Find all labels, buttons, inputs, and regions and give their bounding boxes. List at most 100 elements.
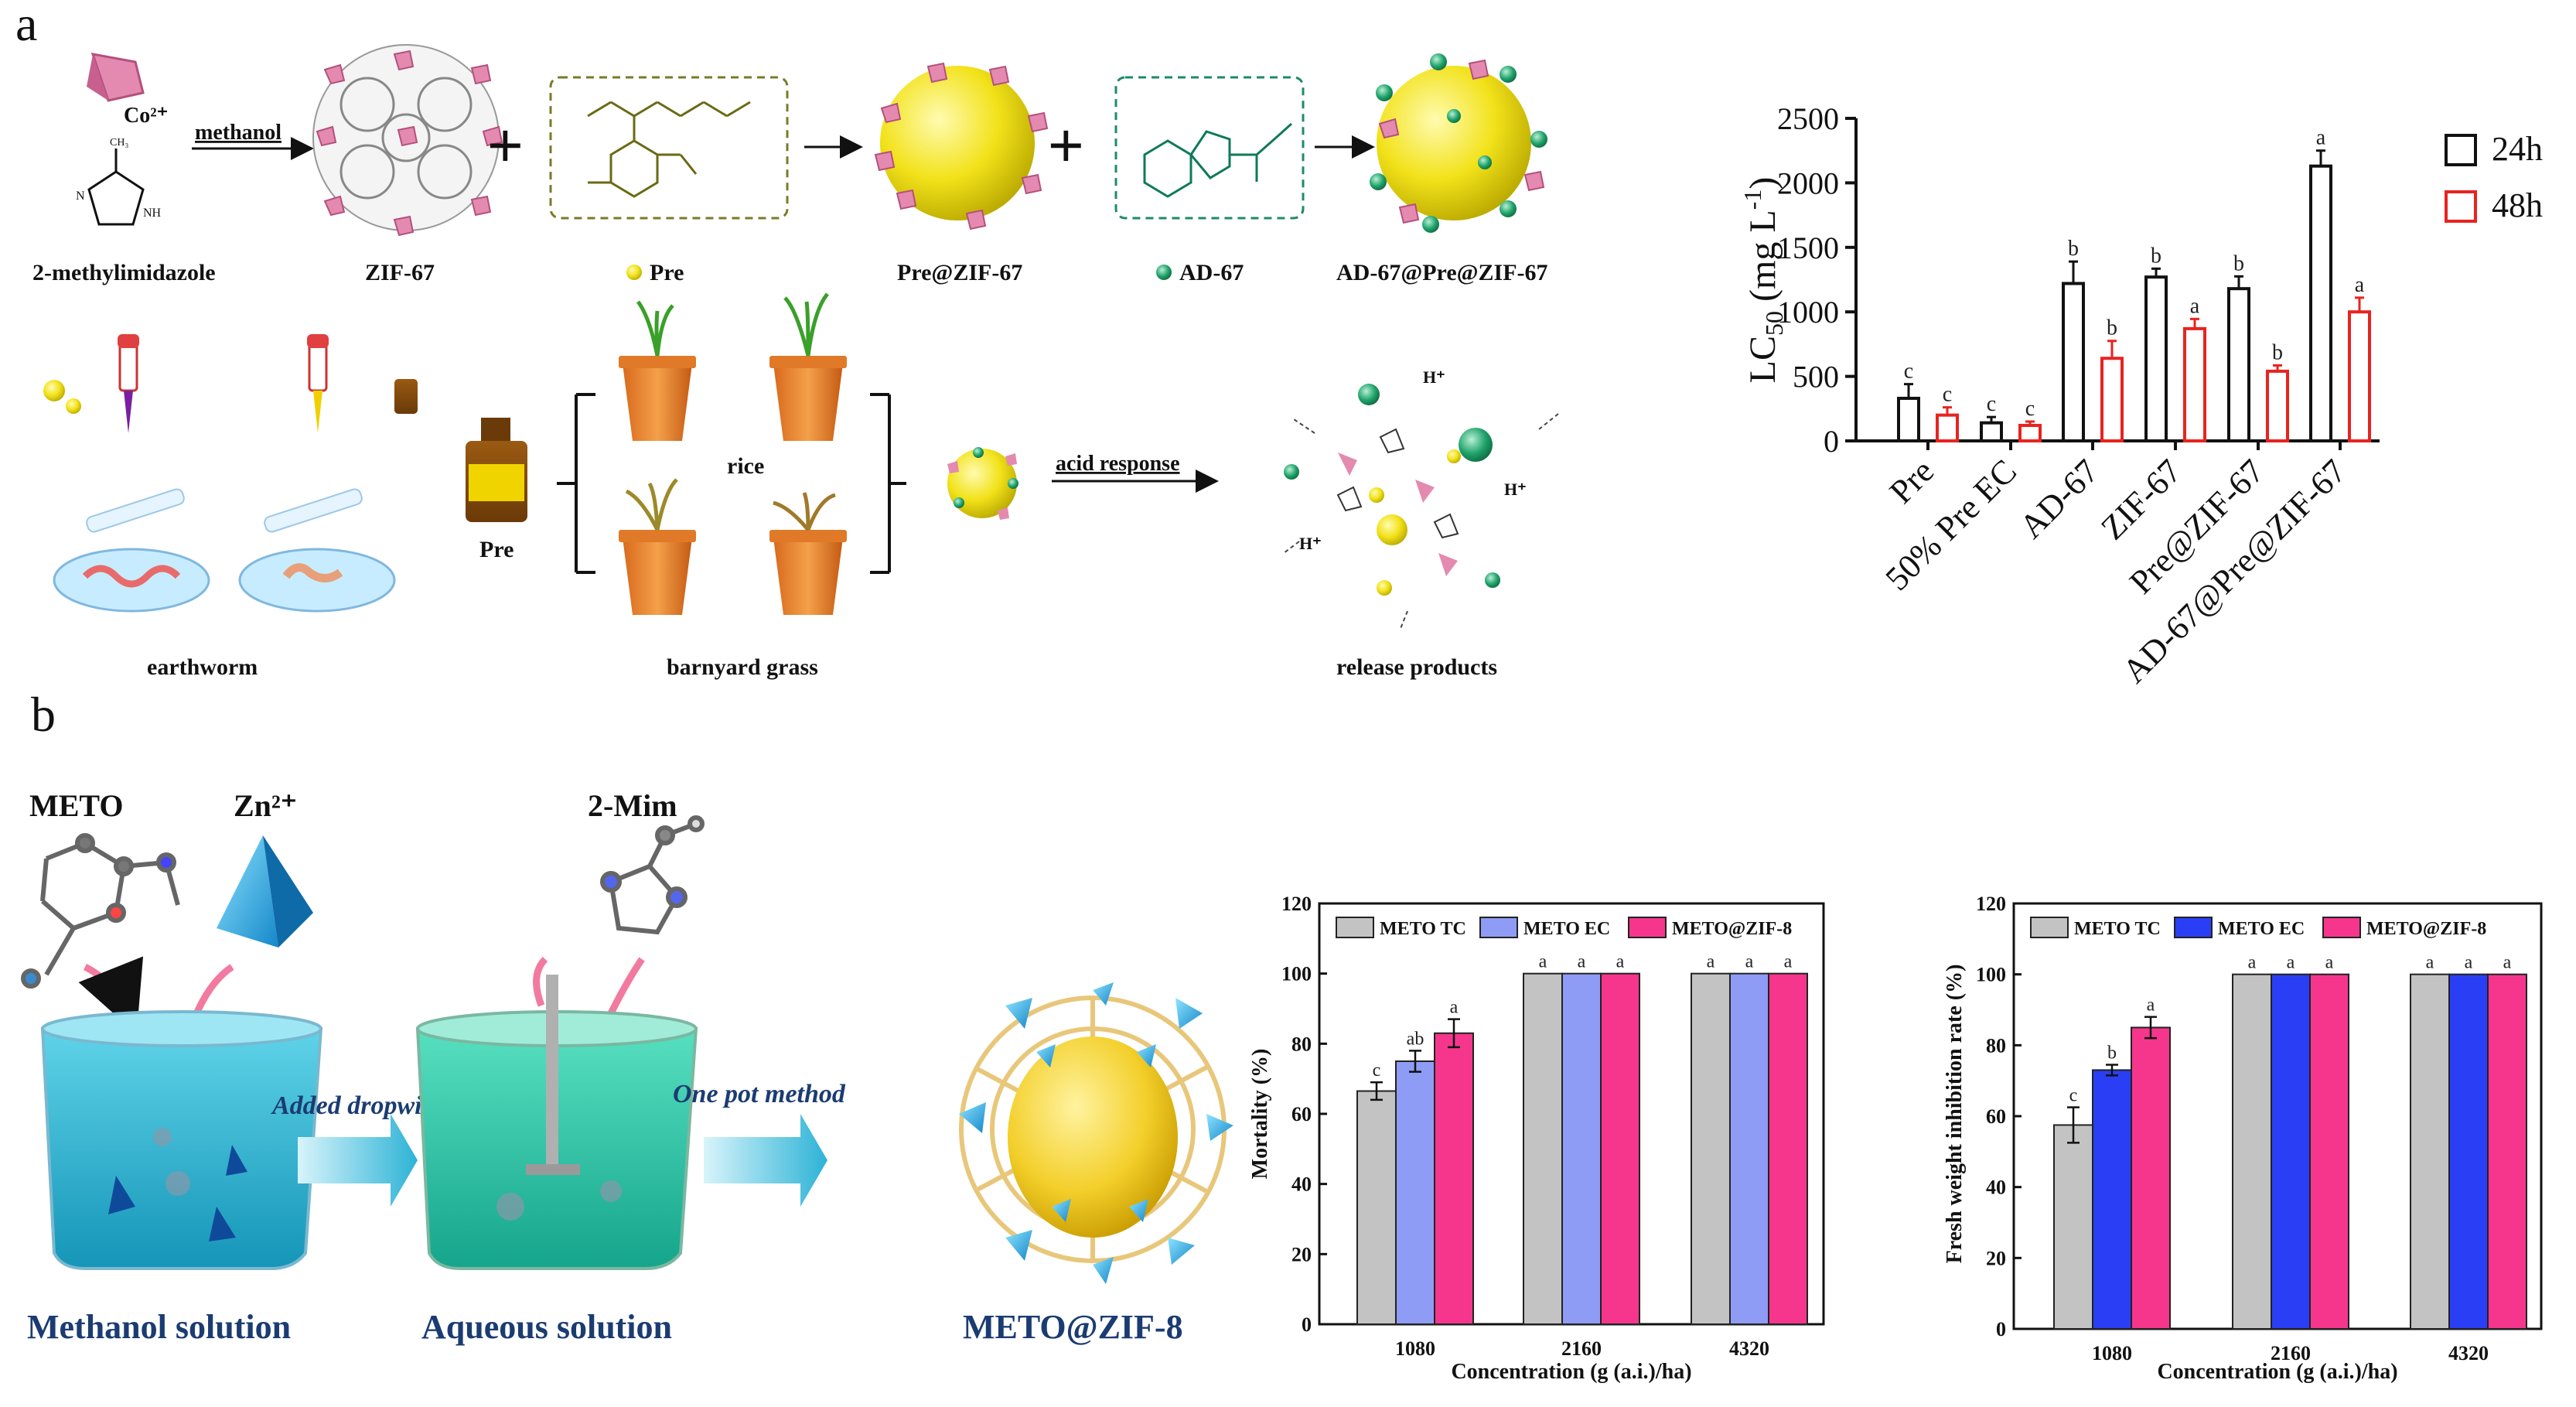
fresh-weight-bar xyxy=(2448,973,2489,1330)
dropwise-arrow xyxy=(298,1114,418,1207)
fresh-weight-y-tick-label: 100 xyxy=(1976,964,2006,986)
fresh-weight-bar xyxy=(2410,973,2450,1330)
mim-molecule-icon xyxy=(600,815,705,935)
co-ion-label: Co²⁺ xyxy=(124,104,168,128)
mortality-bar xyxy=(1729,972,1769,1325)
lc50-significance-letter: a xyxy=(2316,126,2326,150)
zif67-label: ZIF-67 xyxy=(365,260,435,285)
lc50-bar xyxy=(1936,413,1959,443)
methanol-label: methanol xyxy=(195,121,281,145)
fresh-weight-significance-letter: b xyxy=(2107,1043,2117,1064)
imidazole-structure-icon: CH₃ NH N xyxy=(76,137,162,226)
aqueous-solution-label: Aqueous solution xyxy=(421,1308,672,1346)
fresh-weight-significance-letter: a xyxy=(2248,953,2257,973)
fresh-weight-bar xyxy=(2271,973,2311,1330)
lc50-significance-letter: c xyxy=(1904,360,1913,384)
onepot-label: One pot method xyxy=(673,1080,846,1108)
mortality-bar xyxy=(1561,972,1602,1325)
mortality-x-tick-label: 4320 xyxy=(1729,1337,1769,1360)
lc50-y-tick-label: 2500 xyxy=(1777,101,1839,136)
meto-molecule-icon xyxy=(21,833,180,989)
rice-label: rice xyxy=(727,453,764,479)
pre-label: Pre xyxy=(650,260,684,285)
legend-label-24h: 24h xyxy=(2492,130,2543,168)
fresh-weight-bar xyxy=(2131,1026,2171,1330)
meto-zif8-particle-icon xyxy=(959,982,1233,1284)
bracket-right xyxy=(870,393,906,574)
mim-label: 2-Mim xyxy=(588,788,677,823)
pre-zif67-particle-icon xyxy=(874,62,1049,231)
fresh-weight-y-tick-label: 0 xyxy=(1996,1318,2006,1340)
fresh-weight-y-tick-label: 80 xyxy=(1986,1034,2006,1057)
fresh-weight-x-label: Concentration (g (a.i.)/ha) xyxy=(2157,1360,2397,1384)
lc50-legend: 24h 48h xyxy=(2445,130,2543,224)
mortality-legend-label: METO@ZIF-8 xyxy=(1672,919,1792,939)
lc50-y-label: LC50 (mg L-1) xyxy=(1738,177,1788,384)
beaker-aqueous-icon xyxy=(415,975,698,1270)
mortality-bar xyxy=(1434,1032,1474,1325)
lc50-bar xyxy=(2227,287,2250,442)
fresh-weight-bar xyxy=(2092,1069,2132,1330)
mortality-significance-letter: a xyxy=(1707,952,1715,972)
mortality-y-label: Mortality (%) xyxy=(1248,1049,1272,1180)
ad67-bullet-icon xyxy=(1156,265,1172,280)
fresh-weight-chart: Fresh weight inhibition rate (%) Concent… xyxy=(1943,893,2543,1384)
lc50-bar xyxy=(1897,396,1920,442)
mortality-bar xyxy=(1356,1090,1397,1325)
legend-label-48h: 48h xyxy=(2492,186,2543,224)
mortality-x-label: Concentration (g (a.i.)/ha) xyxy=(1451,1360,1691,1384)
mortality-legend-swatch xyxy=(1336,917,1374,938)
mortality-bar xyxy=(1600,972,1640,1325)
ad67-pre-zif67-particle-icon xyxy=(1370,53,1547,233)
mortality-y-tick-label: 120 xyxy=(1281,893,1312,915)
barnyard-pots-icon xyxy=(619,478,847,615)
ligand-label: 2-methylimidazole xyxy=(32,260,216,285)
fresh-weight-legend-swatch xyxy=(2030,917,2069,938)
zn-pyramid-icon xyxy=(217,835,313,948)
earthworm-assay-icon xyxy=(43,334,418,613)
release-label: release products xyxy=(1336,654,1497,680)
mortality-significance-letter: ab xyxy=(1407,1029,1424,1049)
lc50-x-tick-label: AD-67 xyxy=(2012,452,2106,545)
lc50-significance-letter: b xyxy=(2068,237,2079,261)
mortality-legend-swatch xyxy=(1628,917,1667,938)
mortality-y-tick-label: 20 xyxy=(1291,1243,1312,1265)
fresh-weight-significance-letter: a xyxy=(2325,953,2334,973)
fresh-weight-legend-swatch xyxy=(2174,917,2213,938)
panel-label-b: b xyxy=(31,687,56,742)
fresh-weight-y-tick-label: 20 xyxy=(1986,1247,2006,1269)
lc50-significance-letter: b xyxy=(2107,316,2117,340)
lc50-y-tick-label: 1500 xyxy=(1777,231,1839,265)
mortality-y-tick-label: 0 xyxy=(1302,1313,1312,1336)
svg-text:CH₃: CH₃ xyxy=(110,137,128,149)
fresh-weight-significance-letter: a xyxy=(2503,953,2512,973)
lc50-chart: LC50 (mg L-1) 24h 48h 0 500 1000 1500 2000 25… xyxy=(1738,101,2543,690)
methanol-solution-label: Methanol solution xyxy=(27,1308,291,1346)
lc50-bar xyxy=(2348,310,2371,443)
h-plus-label-3: H⁺ xyxy=(1299,534,1322,553)
mortality-legend-label: METO EC xyxy=(1523,919,1610,939)
lc50-bar xyxy=(2266,369,2289,443)
mortality-bar xyxy=(1395,1060,1435,1325)
zif67-framework-icon xyxy=(312,44,503,237)
earthworm-label: earthworm xyxy=(147,654,258,680)
rice-pots-icon xyxy=(619,292,847,441)
mortality-bar xyxy=(1691,972,1731,1325)
plus-sign-2: + xyxy=(1048,111,1084,179)
zn-label: Zn²⁺ xyxy=(234,788,297,823)
fresh-weight-legend-label: METO EC xyxy=(2218,919,2305,939)
mortality-x-tick-label: 1080 xyxy=(1395,1337,1435,1360)
ad67-label: AD-67 xyxy=(1179,260,1244,285)
h-plus-label-2: H⁺ xyxy=(1504,480,1527,499)
mortality-legend-label: METO TC xyxy=(1380,919,1466,939)
fresh-weight-x-tick-label: 1080 xyxy=(2092,1342,2132,1364)
mortality-x-tick-label: 2160 xyxy=(1561,1337,1602,1360)
barnyard-label: barnyard grass xyxy=(667,654,818,680)
co-ion-icon xyxy=(87,53,145,102)
fresh-weight-significance-letter: c xyxy=(2069,1086,2078,1106)
fresh-weight-bar xyxy=(2309,973,2349,1330)
fresh-weight-x-tick-label: 4320 xyxy=(2448,1342,2489,1364)
dropwise-label: Added dropwise xyxy=(271,1091,444,1120)
mortality-significance-letter: a xyxy=(1784,952,1793,972)
